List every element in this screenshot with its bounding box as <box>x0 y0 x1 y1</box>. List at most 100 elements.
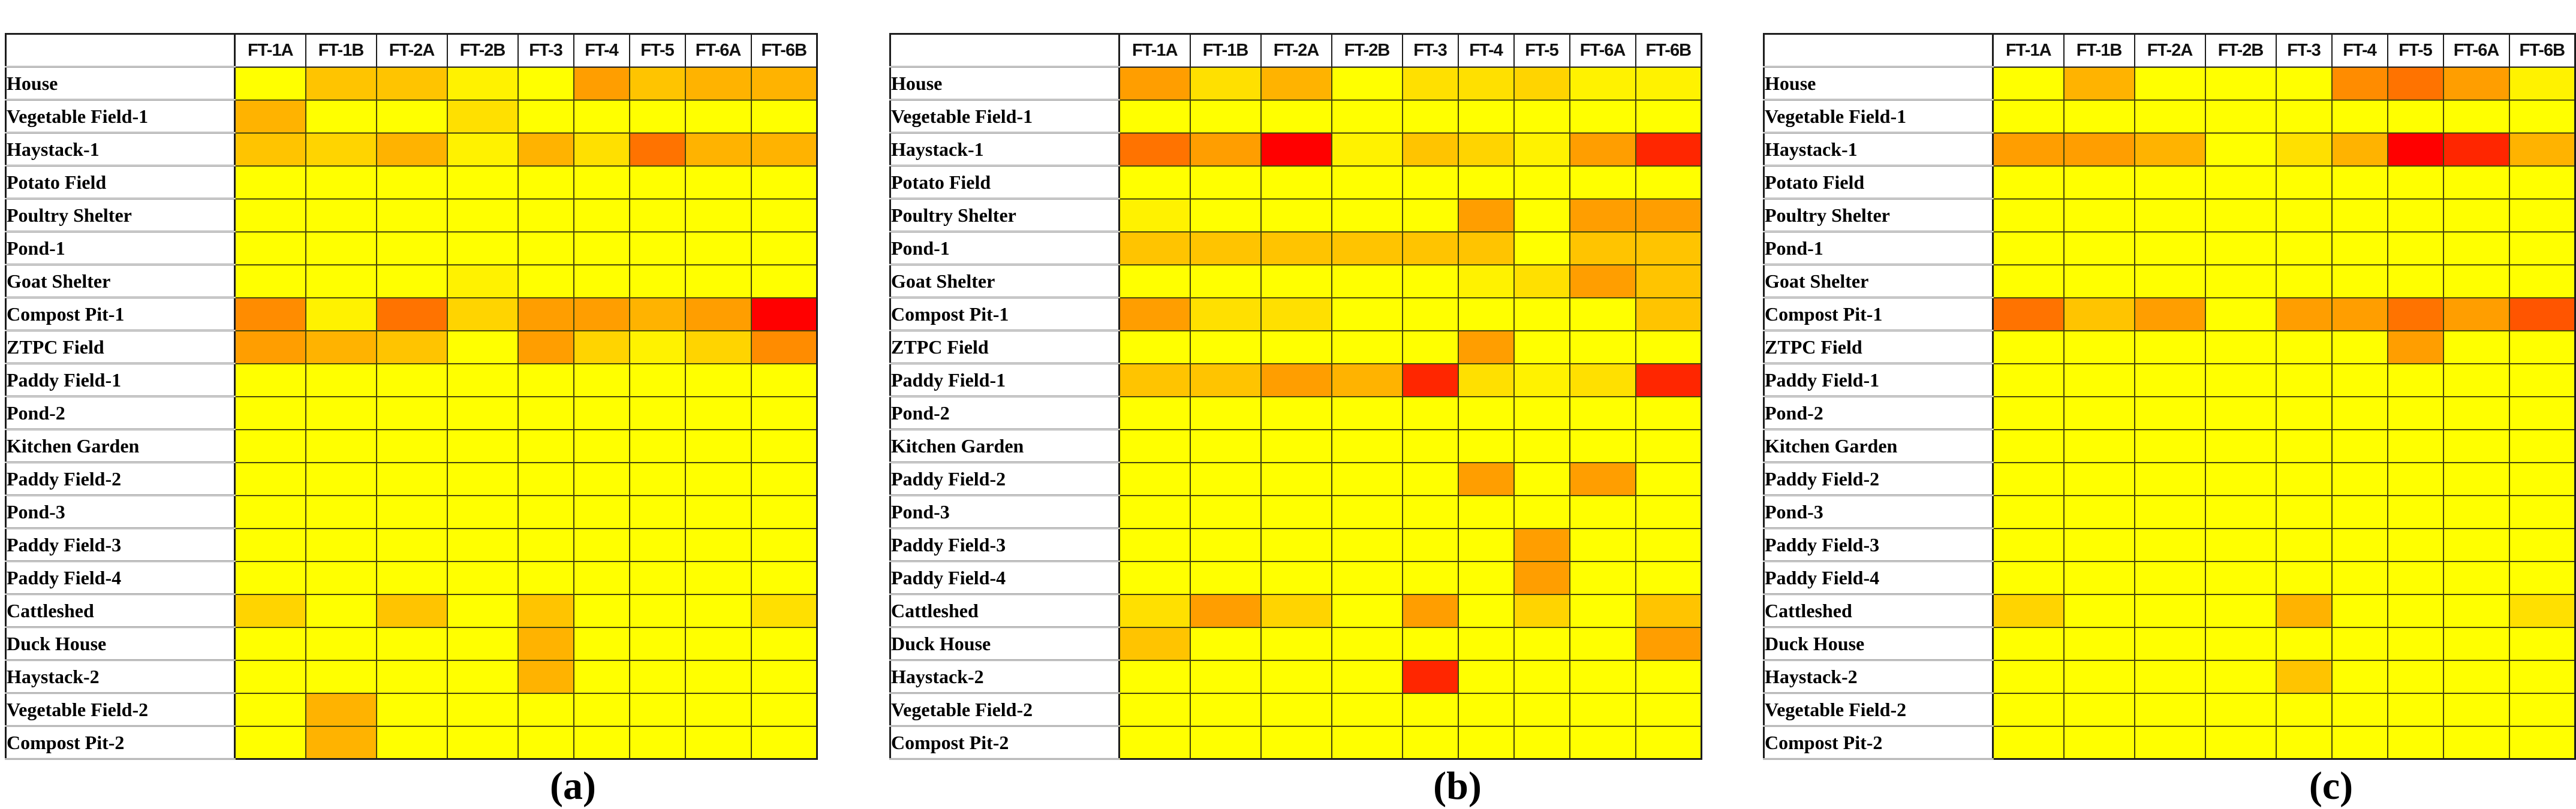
row-label: Pond-2 <box>5 396 236 430</box>
column-header: FT-2B <box>2204 33 2277 68</box>
row-label: Kitchen Garden <box>889 428 1120 463</box>
row-label: Potato Field <box>1763 165 1994 200</box>
heatmap-cell <box>1189 725 1262 760</box>
heatmap-cell <box>2387 132 2444 167</box>
heatmap-cell <box>2133 659 2206 694</box>
row-label: Paddy Field-2 <box>889 461 1120 496</box>
heatmap-cell <box>2508 99 2576 134</box>
heatmap-cell <box>517 66 574 101</box>
heatmap-cell <box>2387 231 2444 265</box>
heatmap-cell <box>1513 231 1570 265</box>
heatmap-row: Vegetable Field-2 <box>889 692 1702 727</box>
column-header: FT-2A <box>2133 33 2206 68</box>
heatmap-cell <box>375 132 448 167</box>
heatmap-cell <box>1992 363 2065 397</box>
heatmap-row: House <box>889 66 1702 101</box>
heatmap-cell <box>1401 396 1459 430</box>
heatmap-cell <box>1189 659 1262 694</box>
heatmap-cell <box>2204 692 2277 727</box>
heatmap-cell <box>2133 99 2206 134</box>
heatmap-cell <box>1457 560 1515 595</box>
row-label: Goat Shelter <box>1763 264 1994 298</box>
heatmap-cell <box>573 198 630 233</box>
heatmap-cell <box>2063 593 2135 628</box>
heatmap-cell <box>684 527 752 562</box>
heatmap-cell <box>1189 593 1262 628</box>
heatmap-cell <box>2508 494 2576 529</box>
heatmap-cell <box>2387 165 2444 200</box>
heatmap-cell <box>517 231 574 265</box>
heatmap-cell <box>750 132 818 167</box>
heatmap-cell <box>1189 626 1262 661</box>
heatmap-cell <box>1569 626 1636 661</box>
heatmap-cell <box>375 659 448 694</box>
heatmap-cell <box>750 560 818 595</box>
heatmap-cell <box>1513 363 1570 397</box>
heatmap-cell <box>2442 363 2510 397</box>
heatmap-cell <box>2331 231 2388 265</box>
heatmap-cell <box>2442 725 2510 760</box>
heatmap-cell <box>684 428 752 463</box>
heatmap-cell <box>375 626 448 661</box>
heatmap-cell <box>1992 99 2065 134</box>
heatmap-cell <box>1189 428 1262 463</box>
heatmap-row: Haystack-1 <box>5 132 818 167</box>
heatmap-cell <box>750 231 818 265</box>
heatmap-cell <box>750 330 818 364</box>
heatmap-cell <box>573 264 630 298</box>
heatmap-cell <box>305 428 377 463</box>
heatmap-cell <box>2387 99 2444 134</box>
heatmap-cell <box>1118 692 1191 727</box>
heatmap-cell <box>375 692 448 727</box>
row-label: Kitchen Garden <box>1763 428 1994 463</box>
heatmap-cell <box>1569 330 1636 364</box>
heatmap-cell <box>517 527 574 562</box>
row-label: Pond-1 <box>5 231 236 265</box>
row-label: Compost Pit-2 <box>1763 725 1994 760</box>
heatmap-row: Kitchen Garden <box>1763 428 2576 463</box>
heatmap-cell <box>684 725 752 760</box>
row-label: Haystack-2 <box>1763 659 1994 694</box>
heatmap-cell <box>1457 198 1515 233</box>
heatmap-cell <box>2442 330 2510 364</box>
heatmap-cell <box>1401 725 1459 760</box>
panel-caption-c: (c) <box>2309 764 2354 808</box>
heatmap-cell <box>1260 165 1332 200</box>
heatmap-cell <box>2387 626 2444 661</box>
heatmap-cell <box>1189 692 1262 727</box>
heatmap-cell <box>2508 659 2576 694</box>
heatmap-cell <box>375 363 448 397</box>
heatmap-cell <box>1569 461 1636 496</box>
heatmap-cell <box>1569 363 1636 397</box>
column-header: FT-2A <box>375 33 448 68</box>
heatmap-cell <box>517 461 574 496</box>
heatmap-cell <box>573 132 630 167</box>
column-header: FT-4 <box>2331 33 2388 68</box>
heatmap-cell <box>2442 99 2510 134</box>
column-header: FT-6A <box>684 33 752 68</box>
heatmap-row: House <box>1763 66 2576 101</box>
heatmap-cell <box>750 461 818 496</box>
heatmap-row: Cattleshed <box>889 593 1702 628</box>
heatmap-cell <box>750 264 818 298</box>
heatmap-cell <box>684 626 752 661</box>
heatmap-cell <box>1118 330 1191 364</box>
heatmap-row: ZTPC Field <box>889 330 1702 364</box>
heatmap-cell <box>684 330 752 364</box>
heatmap-cell <box>375 560 448 595</box>
heatmap-panel-b: FT-1A FT-1B FT-2A FT-2B FT-3 FT-4 FT-5 FT-6A FT-… <box>889 33 1702 809</box>
heatmap-cell <box>2331 428 2388 463</box>
heatmap-cell <box>305 396 377 430</box>
heatmap-cell <box>1513 264 1570 298</box>
heatmap-cell <box>234 560 306 595</box>
heatmap-header-row: FT-1A FT-1B FT-2A FT-2B FT-3 FT-4 FT-5 FT-6A FT-… <box>1763 33 2576 68</box>
heatmap-cell <box>2508 297 2576 331</box>
heatmap-cell <box>2063 461 2135 496</box>
heatmap-cell <box>573 626 630 661</box>
heatmap-row: Duck House <box>1763 626 2576 661</box>
heatmap-cell <box>305 66 377 101</box>
heatmap-row: Potato Field <box>1763 165 2576 200</box>
heatmap-cell <box>2133 428 2206 463</box>
heatmap-cell <box>628 363 686 397</box>
heatmap-cell <box>1401 494 1459 529</box>
